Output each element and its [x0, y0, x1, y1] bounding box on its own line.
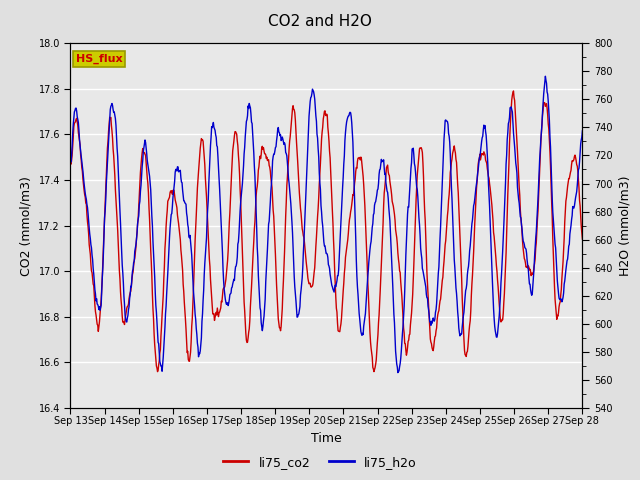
- li75_h2o: [394, 370, 402, 375]
- li75_h2o: [431, 310, 439, 315]
- Y-axis label: CO2 (mmol/m3): CO2 (mmol/m3): [20, 176, 33, 276]
- li75_co2: [122, 309, 130, 315]
- li75_co2: [67, 160, 74, 166]
- X-axis label: Time: Time: [311, 432, 342, 445]
- li75_co2: [286, 138, 294, 144]
- li75_co2: [154, 369, 161, 374]
- li75_co2: [509, 90, 516, 96]
- li75_h2o: [541, 73, 549, 79]
- Line: li75_co2: li75_co2: [70, 91, 582, 372]
- Text: HS_flux: HS_flux: [76, 54, 122, 64]
- li75_h2o: [200, 288, 207, 293]
- li75_h2o: [122, 319, 130, 324]
- Line: li75_h2o: li75_h2o: [70, 76, 582, 372]
- li75_co2: [452, 159, 460, 165]
- li75_h2o: [285, 180, 293, 186]
- Y-axis label: H2O (mmol/m3): H2O (mmol/m3): [618, 175, 632, 276]
- li75_co2: [579, 236, 586, 242]
- Text: CO2 and H2O: CO2 and H2O: [268, 14, 372, 29]
- li75_h2o: [67, 157, 74, 163]
- li75_h2o: [579, 128, 586, 134]
- li75_co2: [509, 88, 517, 94]
- li75_co2: [431, 333, 439, 339]
- li75_h2o: [509, 120, 516, 125]
- li75_co2: [200, 154, 208, 159]
- Legend: li75_co2, li75_h2o: li75_co2, li75_h2o: [218, 451, 422, 474]
- li75_h2o: [452, 290, 460, 296]
